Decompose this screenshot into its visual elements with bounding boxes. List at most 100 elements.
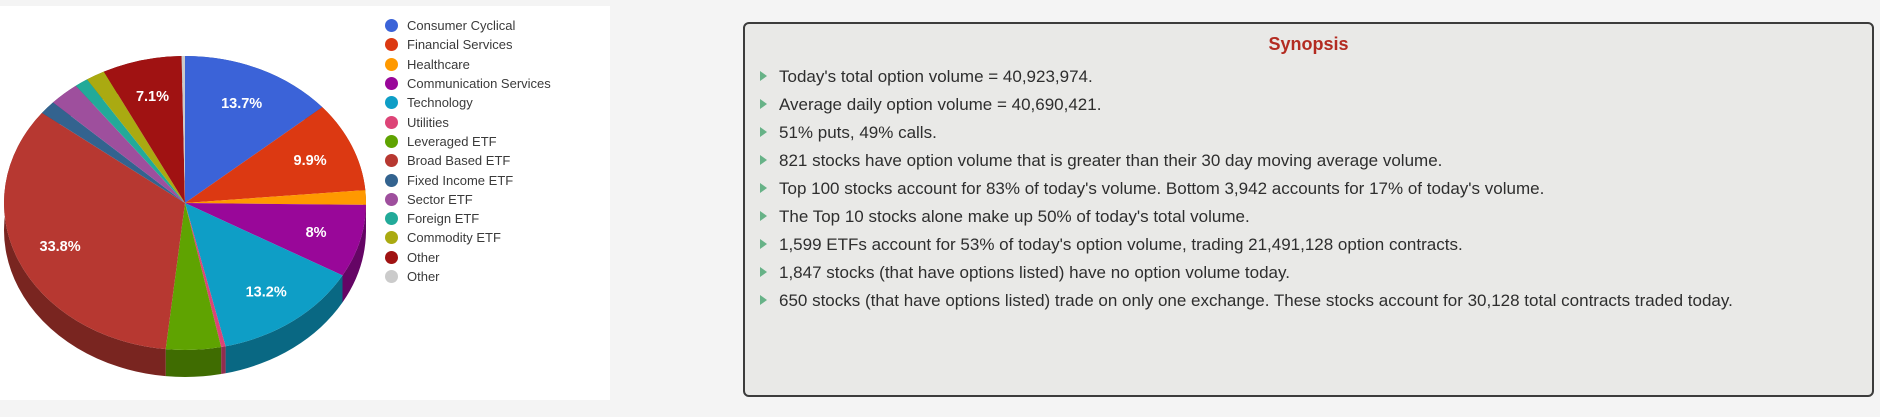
legend-color-dot-icon [385,115,398,129]
legend-label: Financial Services [407,37,513,53]
synopsis-bullet: Average daily option volume = 40,690,421… [757,95,1860,115]
legend-color-dot-icon [385,38,398,52]
legend-label: Communication Services [407,76,551,92]
legend-color-dot-icon [385,212,398,226]
pie-slice-label: 8% [306,225,327,241]
bullet-triangle-icon [760,267,767,277]
legend-color-dot-icon [385,77,398,91]
legend-item[interactable]: Other [385,248,551,267]
pie-slice-label: 9.9% [294,153,327,169]
legend-item[interactable]: Healthcare [385,55,551,74]
legend-item[interactable]: Sector ETF [385,190,551,209]
synopsis-bullet-text: The Top 10 stocks alone make up 50% of t… [779,207,1250,226]
bullet-triangle-icon [760,155,767,165]
legend-label: Foreign ETF [407,211,480,227]
pie-slice-label: 33.8% [40,239,81,255]
legend-label: Fixed Income ETF [407,172,514,188]
legend-item[interactable]: Foreign ETF [385,209,551,228]
legend-item[interactable]: Leveraged ETF [385,132,551,151]
legend-label: Other [407,269,440,284]
pie-slice[interactable] [3,112,186,350]
synopsis-bullet-list: Today's total option volume = 40,923,974… [757,67,1860,311]
legend-item[interactable]: Financial Services [385,35,551,54]
synopsis-bullet: Top 100 stocks account for 83% of today'… [757,179,1860,199]
synopsis-bullet: 650 stocks (that have options listed) tr… [757,291,1860,311]
legend-item[interactable]: Broad Based ETF [385,151,551,170]
legend-label: Broad Based ETF [407,153,511,169]
pie-slice[interactable] [185,107,366,203]
pie-slice-side [3,112,166,377]
bullet-triangle-icon [760,99,767,109]
legend-label: Consumer Cyclical [407,18,516,34]
legend-item[interactable]: Technology [385,93,551,112]
legend-label: Leveraged ETF [407,133,497,149]
pie-slice[interactable] [87,71,185,203]
bullet-triangle-icon [760,211,767,221]
synopsis-bullet: 1,847 stocks (that have options listed) … [757,263,1860,283]
legend-color-dot-icon [385,173,398,187]
legend-label: Sector ETF [407,191,473,207]
bullet-triangle-icon [760,71,767,81]
legend-label: Commodity ETF [407,230,501,246]
pie-slice[interactable] [185,56,323,203]
legend-item[interactable]: Other [385,267,551,286]
legend-item[interactable]: Commodity ETF [385,228,551,247]
synopsis-bullet: The Top 10 stocks alone make up 50% of t… [757,207,1860,227]
legend-color-dot-icon [385,270,398,283]
synopsis-bullet-text: 1,847 stocks (that have options listed) … [779,263,1290,282]
synopsis-bullet: 1,599 ETFs account for 53% of today's op… [757,235,1860,255]
pie-slice-label: 7.1% [136,89,169,105]
legend-item[interactable]: Utilities [385,112,551,131]
bullet-triangle-icon [760,183,767,193]
legend-item[interactable]: Consumer Cyclical [385,16,551,35]
chart-legend: Consumer Cyclical Financial Services Healt… [385,16,551,286]
legend-color-dot-icon [385,154,398,168]
pie-slice-side [221,346,226,375]
pie-slice[interactable] [185,203,226,348]
pie-slice-side [225,275,343,374]
synopsis-bullet-text: 1,599 ETFs account for 53% of today's op… [779,235,1463,254]
synopsis-bullet: 51% puts, 49% calls. [757,123,1860,143]
pie-slice-label: 13.7% [221,96,262,112]
synopsis-bullet-text: Average daily option volume = 40,690,421… [779,95,1102,114]
synopsis-title: Synopsis [1268,34,1349,54]
pie-slice[interactable] [53,85,186,203]
synopsis-bullet-text: Top 100 stocks account for 83% of today'… [779,179,1545,198]
synopsis-bullet-text: 650 stocks (that have options listed) tr… [779,291,1733,310]
bullet-triangle-icon [760,127,767,137]
pie-slice[interactable] [185,203,343,347]
pie-chart-panel: 13.7% 9.9% 8% 13.2% 33.8% 7.1% Consumer Cycli… [0,6,610,400]
synopsis-bullet-text: 51% puts, 49% calls. [779,123,937,142]
pie-slice[interactable] [181,56,185,203]
pie-slice[interactable] [185,190,367,205]
bullet-triangle-icon [760,239,767,249]
legend-color-dot-icon [385,96,398,110]
legend-color-dot-icon [385,134,398,148]
pie-slice[interactable] [165,203,222,350]
legend-label: Other [407,249,440,265]
legend-label: Healthcare [407,56,470,72]
synopsis-panel: Synopsis Today's total option volume = 4… [743,22,1874,397]
legend-item[interactable]: Fixed Income ETF [385,170,551,189]
synopsis-bullet: Today's total option volume = 40,923,974… [757,67,1860,87]
legend-label: Technology [407,95,473,111]
legend-label: Utilities [407,114,449,130]
legend-color-dot-icon [385,231,398,245]
pie-slice[interactable] [185,203,366,276]
pie-slice[interactable] [41,102,186,203]
legend-color-dot-icon [385,192,398,206]
pie-slice[interactable] [103,56,185,203]
bullet-triangle-icon [760,295,767,305]
synopsis-bullet-text: 821 stocks have option volume that is gr… [779,151,1443,170]
synopsis-bullet: 821 stocks have option volume that is gr… [757,151,1860,171]
legend-color-dot-icon [385,250,398,264]
synopsis-bullet-text: Today's total option volume = 40,923,974… [779,67,1093,86]
legend-color-dot-icon [385,19,398,33]
pie-slice-side [342,204,366,303]
pie-slice-side [165,347,222,377]
pie-chart[interactable]: 13.7% 9.9% 8% 13.2% 33.8% 7.1% [0,6,610,400]
legend-color-dot-icon [385,57,398,71]
legend-item[interactable]: Communication Services [385,74,551,93]
pie-slice[interactable] [75,79,185,203]
